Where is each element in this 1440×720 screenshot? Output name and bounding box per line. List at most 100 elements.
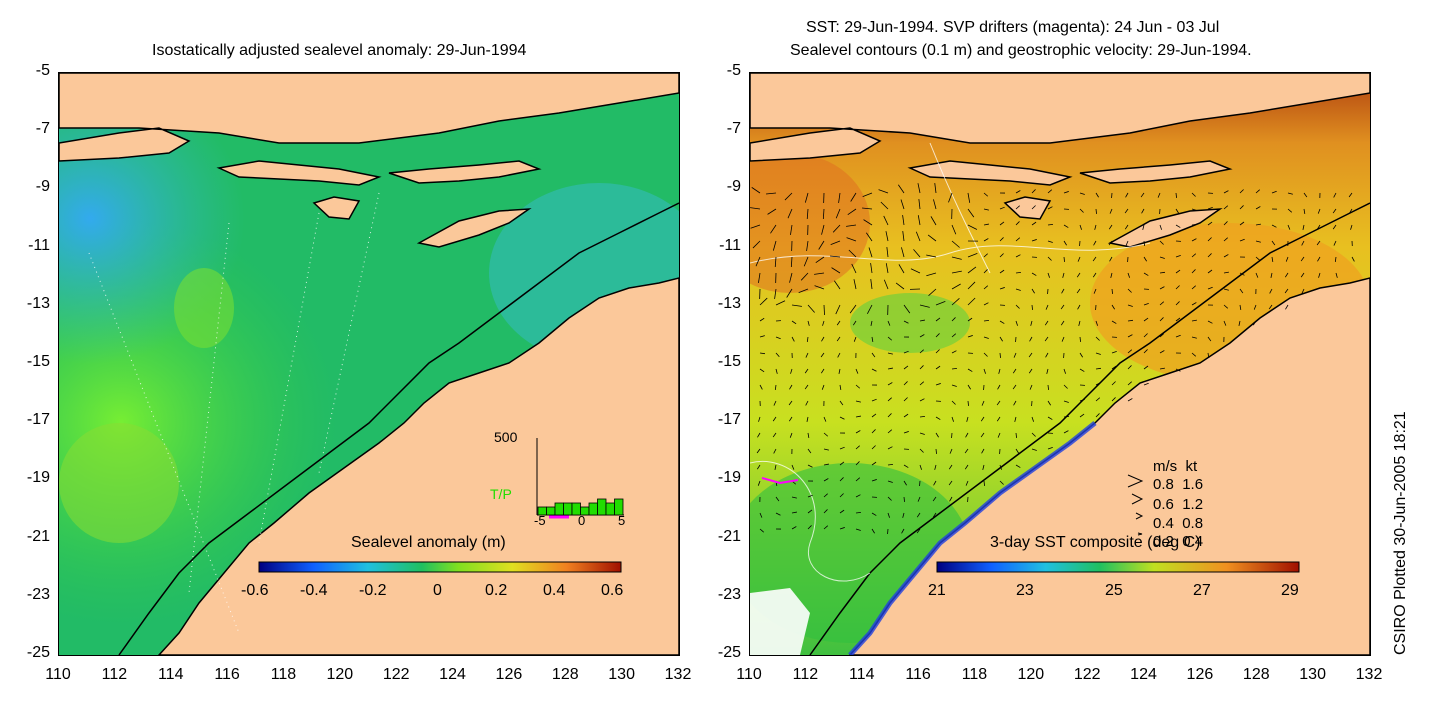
- velocity-arrow: [855, 477, 861, 482]
- velocity-arrow: [1127, 381, 1132, 386]
- velocity-arrow: [774, 256, 777, 268]
- velocity-arrow: [1030, 320, 1033, 326]
- inset-histogram: [536, 438, 624, 519]
- velocity-arrow: [878, 189, 889, 194]
- velocity-arrow: [871, 512, 877, 516]
- velocity-arrow: [1175, 334, 1181, 338]
- velocity-arrow: [1300, 256, 1305, 262]
- velocity-arrow: [807, 320, 810, 326]
- velocity-arrow: [1287, 192, 1293, 195]
- velocity-arrow: [1223, 237, 1228, 242]
- y-tick-label: -5: [726, 62, 741, 79]
- velocity-arrow: [1255, 240, 1261, 243]
- velocity-arrow: [1046, 368, 1049, 374]
- velocity-arrow: [1143, 382, 1149, 386]
- velocity-arrow: [999, 352, 1001, 359]
- velocity-arrow: [759, 335, 765, 338]
- right-colorbar: [936, 561, 1300, 573]
- velocity-arrow: [775, 512, 781, 516]
- velocity-arrow: [1031, 189, 1036, 194]
- velocity-arrow: [836, 336, 841, 342]
- velocity-arrow: [915, 231, 921, 242]
- velocity-arrow: [967, 281, 976, 290]
- velocity-arrow: [1094, 224, 1097, 230]
- velocity-arrow: [967, 266, 977, 274]
- velocity-arrow: [887, 446, 893, 450]
- indonesia-islands-right: [750, 73, 1370, 248]
- velocity-arrow: [1012, 368, 1017, 374]
- y-tick-label: -17: [26, 411, 50, 429]
- velocity-arrow: [1014, 416, 1017, 422]
- velocity-arrow: [1159, 317, 1164, 322]
- velocity-arrow: [772, 416, 777, 422]
- velocity-arrow: [821, 384, 825, 390]
- x-tick-label: 120: [326, 666, 354, 683]
- velocity-arrow: [1143, 303, 1149, 306]
- plot-credit: CSIRO Plotted 30-Jun-2005 18:21: [1392, 411, 1409, 655]
- velocity-arrow: [887, 367, 893, 370]
- velocity-arrow: [1047, 256, 1052, 261]
- velocity-arrow: [823, 416, 827, 422]
- velocity-arrow: [1284, 288, 1289, 294]
- velocity-arrow: [823, 304, 825, 316]
- velocity-arrow: [1111, 351, 1117, 354]
- velocity-arrow: [1332, 208, 1337, 214]
- inset-series-label: T/P: [490, 486, 512, 502]
- velocity-arrow: [1284, 272, 1289, 278]
- velocity-arrow: [823, 478, 829, 482]
- velocity-arrow: [919, 415, 926, 418]
- velocity-arrow: [772, 240, 777, 251]
- velocity-arrow: [835, 304, 841, 315]
- velocity-arrow: [1191, 223, 1198, 226]
- velocity-arrow: [898, 264, 905, 274]
- velocity-arrow: [1124, 208, 1129, 214]
- velocity-arrow: [1108, 240, 1113, 246]
- velocity-arrow: [1047, 240, 1053, 243]
- velocity-arrow: [935, 383, 941, 386]
- velocity-arrow: [1015, 432, 1017, 439]
- velocity-arrow: [821, 224, 825, 235]
- velocity-arrow: [1044, 336, 1049, 342]
- velocity-arrow: [1127, 365, 1132, 370]
- velocity-arrow: [1143, 240, 1145, 247]
- velocity-arrow: [967, 384, 971, 390]
- velocity-arrow: [1095, 382, 1101, 386]
- velocity-arrow: [1015, 237, 1021, 242]
- y-tick-label: -5: [35, 62, 50, 79]
- velocity-arrow: [980, 416, 985, 422]
- velocity-arrow: [919, 349, 924, 354]
- velocity-arrow: [790, 224, 793, 235]
- velocity-arrow: [919, 448, 924, 453]
- velocity-arrow: [1063, 430, 1069, 434]
- velocity-arrow: [1063, 191, 1069, 194]
- velocity-arrow: [903, 365, 909, 370]
- velocity-arrow: [919, 398, 925, 402]
- velocity-arrow: [1175, 192, 1177, 199]
- velocity-arrow: [982, 464, 985, 470]
- velocity-arrow: [759, 352, 766, 355]
- velocity-arrow: [853, 336, 857, 342]
- velocity-arrow: [791, 304, 802, 307]
- velocity-arrow: [791, 526, 797, 530]
- velocity-arrow: [1095, 352, 1101, 355]
- inset-bar: [554, 502, 564, 516]
- inset-ymax-label: 500: [494, 429, 518, 445]
- velocity-arrow: [830, 255, 841, 258]
- velocity-arrow: [935, 448, 937, 455]
- velocity-arrow: [850, 192, 857, 202]
- velocity-arrow: [1127, 334, 1133, 338]
- velocity-arrow: [1063, 240, 1067, 246]
- velocity-scale-ms: 0.8: [1153, 476, 1174, 493]
- velocity-arrow: [883, 279, 889, 290]
- velocity-arrow: [791, 464, 795, 470]
- velocity-scale-ms-header: m/s: [1153, 458, 1178, 475]
- right-map-title-line1: SST: 29-Jun-1994. SVP drifters (magenta)…: [806, 19, 1220, 36]
- right-cb-tick-1: 23: [1016, 582, 1034, 599]
- velocity-arrow: [871, 461, 877, 466]
- velocity-arrow: [1095, 208, 1097, 215]
- velocity-arrow: [823, 493, 828, 498]
- velocity-arrow: [1095, 336, 1100, 341]
- velocity-arrow: [870, 263, 873, 274]
- velocity-arrow: [1109, 256, 1113, 262]
- velocity-arrow: [871, 336, 874, 342]
